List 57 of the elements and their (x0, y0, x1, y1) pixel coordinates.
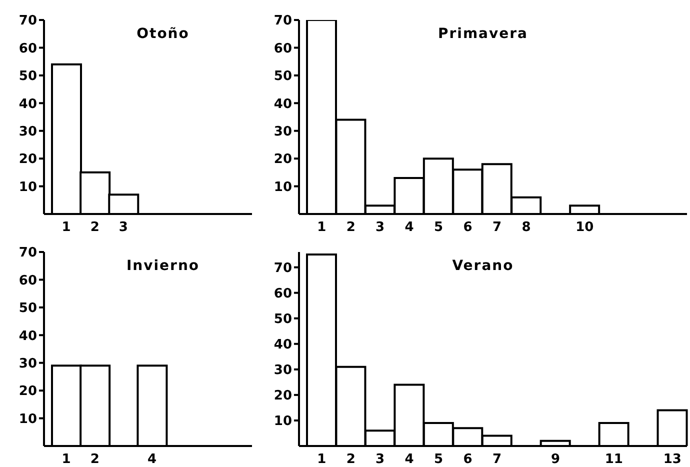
x-tick-label: 1 (317, 452, 326, 467)
y-tick-label: 50 (18, 69, 37, 84)
y-tick-label: 60 (274, 41, 292, 56)
x-tick-label: 2 (90, 452, 100, 467)
x-tick-label: 3 (376, 452, 385, 467)
y-tick-label: 10 (274, 180, 292, 195)
x-tick-label: 5 (434, 452, 444, 467)
x-tick-label: 4 (404, 220, 414, 236)
y-tick-label: 40 (18, 328, 37, 344)
y-tick-label: 10 (18, 412, 37, 427)
x-tick-label: 3 (376, 220, 385, 236)
x-tick-label: 1 (317, 220, 326, 236)
x-tick-label: 2 (346, 220, 356, 236)
y-tick-label: 20 (274, 388, 292, 404)
y-tick-label: 50 (18, 301, 37, 316)
y-tick-label: 10 (274, 414, 292, 430)
chart-title: Primavera (438, 26, 528, 42)
x-tick-label: 2 (346, 452, 356, 467)
x-tick-label: 10 (576, 220, 594, 236)
y-tick-label: 30 (18, 356, 37, 372)
y-tick-label: 70 (18, 246, 37, 261)
y-tick-label: 70 (18, 14, 37, 29)
x-tick-label: 8 (522, 220, 531, 236)
y-tick-label: 60 (18, 273, 37, 288)
y-tick-label: 40 (274, 338, 292, 353)
x-tick-label: 7 (492, 452, 502, 467)
x-tick-label: 9 (550, 452, 560, 467)
x-tick-label: 1 (62, 220, 71, 236)
text: Verano (452, 258, 514, 274)
y-tick-label: 70 (274, 14, 292, 29)
chart-title: Invierno (126, 258, 200, 274)
y-tick-label: 30 (18, 124, 37, 140)
y-tick-label: 40 (18, 96, 37, 112)
y-tick-label: 20 (18, 384, 37, 400)
y-tick-label: 30 (274, 363, 292, 378)
x-tick-label: 6 (463, 220, 472, 236)
y-tick-label: 10 (18, 180, 37, 195)
y-tick-label: 60 (18, 41, 37, 56)
y-tick-label: 70 (274, 260, 292, 276)
y-tick-label: 50 (274, 312, 292, 327)
x-tick-label: 4 (404, 452, 414, 467)
x-tick-label: 6 (463, 452, 472, 467)
x-tick-label: 4 (147, 452, 157, 467)
chart-title: Otoño (136, 26, 190, 42)
x-tick-label: 11 (604, 452, 623, 467)
y-tick-label: 20 (18, 152, 37, 168)
x-tick-label: 13 (663, 452, 682, 467)
x-tick-label: 1 (62, 452, 71, 467)
x-tick-label: 2 (90, 220, 100, 236)
x-tick-label: 5 (434, 220, 444, 236)
y-tick-label: 30 (274, 124, 292, 140)
x-tick-label: 3 (118, 220, 128, 236)
x-tick-label: 7 (492, 220, 502, 236)
y-tick-label: 40 (274, 96, 292, 112)
y-tick-label: 50 (274, 69, 292, 84)
y-tick-label: 60 (274, 286, 292, 302)
y-tick-label: 20 (274, 152, 292, 168)
